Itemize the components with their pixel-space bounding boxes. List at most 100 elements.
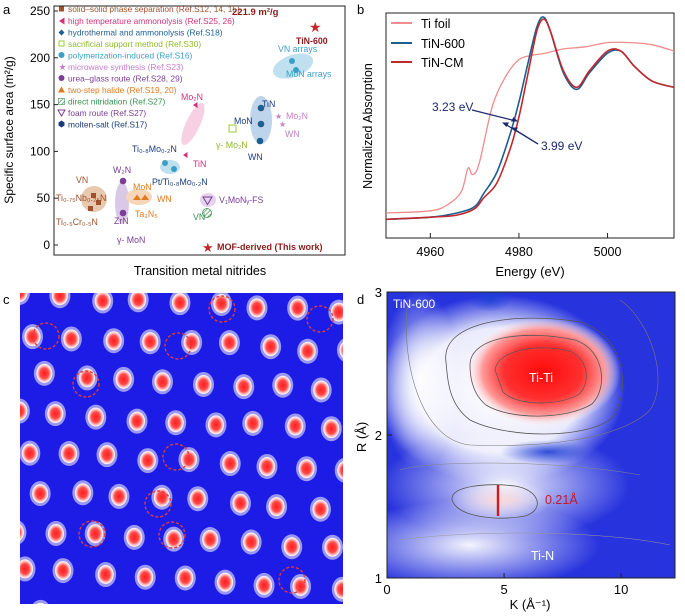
point-tinb xyxy=(96,200,101,205)
atom-column xyxy=(323,419,340,439)
point-mon-arrays xyxy=(293,67,299,73)
map-white-region xyxy=(387,500,600,578)
point-gmo2n-sacrificial xyxy=(228,124,237,133)
panel-a: 0 50 100 150 200 250 Specific surface area (m… xyxy=(2,4,346,278)
atom-column xyxy=(337,461,343,480)
legend-item-2: hydrothermal and ammonolysis (Ref.S18) xyxy=(58,28,223,38)
atom-column xyxy=(171,293,188,313)
point-label: W₂N xyxy=(113,165,131,175)
legend-marker-diamond xyxy=(58,29,65,36)
point-star-tin600: ★ xyxy=(309,19,322,35)
point-label: γ- Mo₂N xyxy=(216,140,248,150)
atom-column xyxy=(274,375,291,395)
point-timon xyxy=(162,160,168,166)
point-tin-hta xyxy=(183,152,188,158)
legend-item-0: solid–solid phase separation (Ref.S12, 1… xyxy=(59,4,240,14)
atom-column xyxy=(232,493,249,513)
legend-item-6: urea–glass route (Ref.S28, 29) xyxy=(58,74,183,84)
y-tick-label: 200 xyxy=(30,51,50,65)
contour-line xyxy=(494,347,587,404)
atom-column xyxy=(24,327,41,347)
panel-d-xlabel: K (Å⁻¹) xyxy=(510,597,551,612)
panel-a-legend: solid–solid phase separation (Ref.S12, 1… xyxy=(57,4,240,130)
annotation-width: 0.21Å xyxy=(545,492,578,507)
atom-column xyxy=(87,407,104,427)
point-wn-halide xyxy=(141,194,149,200)
annotation-3-99ev: 3.99 eV xyxy=(541,139,582,153)
legend-label: urea–glass route (Ref.S28, 29) xyxy=(68,74,183,84)
arrowhead xyxy=(502,122,509,127)
point-label: Ta₃N₅ xyxy=(135,209,158,219)
map-white-region xyxy=(387,292,460,470)
panel-b: 4960 4980 5000 Energy (eV) Normalized Abso… xyxy=(361,12,675,279)
legend-label: Ti foil xyxy=(421,17,450,31)
point-mon-hydro xyxy=(257,120,265,128)
x-tick-label: 4980 xyxy=(505,245,533,259)
point-vn-arrays xyxy=(289,58,295,64)
series-ti-foil xyxy=(386,41,674,214)
point-star-mo2n: ★ xyxy=(275,112,282,121)
point-label: WN xyxy=(157,194,172,204)
atom-column xyxy=(47,523,64,543)
contour-line xyxy=(445,317,623,435)
map-blue-spot xyxy=(468,292,512,312)
atom-column xyxy=(36,602,45,604)
panel-label-d: d xyxy=(357,292,364,307)
legend-marker-hatched xyxy=(58,98,65,105)
atom-column xyxy=(129,411,146,431)
x-tick-label: 4960 xyxy=(416,245,444,259)
atom-column xyxy=(99,445,116,465)
atom-column xyxy=(177,568,194,588)
atom-column xyxy=(289,298,306,318)
point-label: γ- MoN xyxy=(117,235,145,245)
atom-column xyxy=(139,451,156,471)
panel-d-axes: 0 5 10 1 2 3 xyxy=(375,285,629,597)
group-blob xyxy=(272,53,314,79)
atom-column xyxy=(313,380,330,400)
atom-column xyxy=(55,561,72,581)
x-tick-label: 0 xyxy=(383,582,390,597)
atom-column xyxy=(258,456,275,476)
legend-label: TiN-600 xyxy=(421,37,465,51)
atom-column xyxy=(21,443,38,463)
group-blob xyxy=(81,186,107,212)
legend-item-5: ★ microwave synthesis (Ref.S23) xyxy=(59,62,184,72)
legend-label: two-step halide (Ref.S19, 20) xyxy=(68,85,177,95)
atom-column xyxy=(47,404,64,424)
defect-marker xyxy=(78,520,106,548)
atom-column xyxy=(217,572,234,592)
atom-column xyxy=(334,579,343,599)
atom-column xyxy=(153,487,170,507)
panel-b-ylabel: Normalized Absorption xyxy=(361,63,375,189)
atom-column xyxy=(20,524,24,541)
panel-b-legend: Ti foil TiN-600 TiN-CM xyxy=(391,17,465,70)
series-tin-cm xyxy=(386,18,674,221)
legend-item-4: polymerization-induced (Ref.S16) xyxy=(58,51,192,61)
defect-marker xyxy=(208,295,236,323)
atom-column xyxy=(287,416,304,436)
point-label: Pt/Ti₀.₈Mo₀.₂N xyxy=(152,177,208,187)
panel-label-c: c xyxy=(3,292,10,307)
atom-column xyxy=(167,413,184,433)
atom-column xyxy=(283,537,300,557)
defect-marker xyxy=(158,521,186,549)
atom-column xyxy=(63,329,80,349)
point-label: MoN arrays xyxy=(286,69,332,79)
defect-marker xyxy=(72,370,100,398)
atom-column xyxy=(324,537,341,557)
atom-column xyxy=(244,413,261,433)
atom-halo xyxy=(32,599,49,604)
point-vn-direct xyxy=(202,208,212,218)
legend-item-1: high temperature ammonolysis (Ref.S25, 2… xyxy=(59,16,235,26)
legend-label: foam route (Ref.S27) xyxy=(68,108,146,118)
x-tick-label: 10 xyxy=(614,582,628,597)
arrow-3-23ev xyxy=(471,109,517,122)
point-label: TiN xyxy=(193,159,206,169)
point-label: Ti₀.₇₅Nb₀.₂₅N xyxy=(56,193,106,203)
legend-label: microwave synthesis (Ref.S23) xyxy=(68,62,184,72)
atom-column xyxy=(312,499,329,519)
atom-column xyxy=(248,298,265,318)
y-tick-label: 100 xyxy=(30,144,50,158)
panel-c xyxy=(20,293,343,604)
atom-column xyxy=(298,459,315,479)
